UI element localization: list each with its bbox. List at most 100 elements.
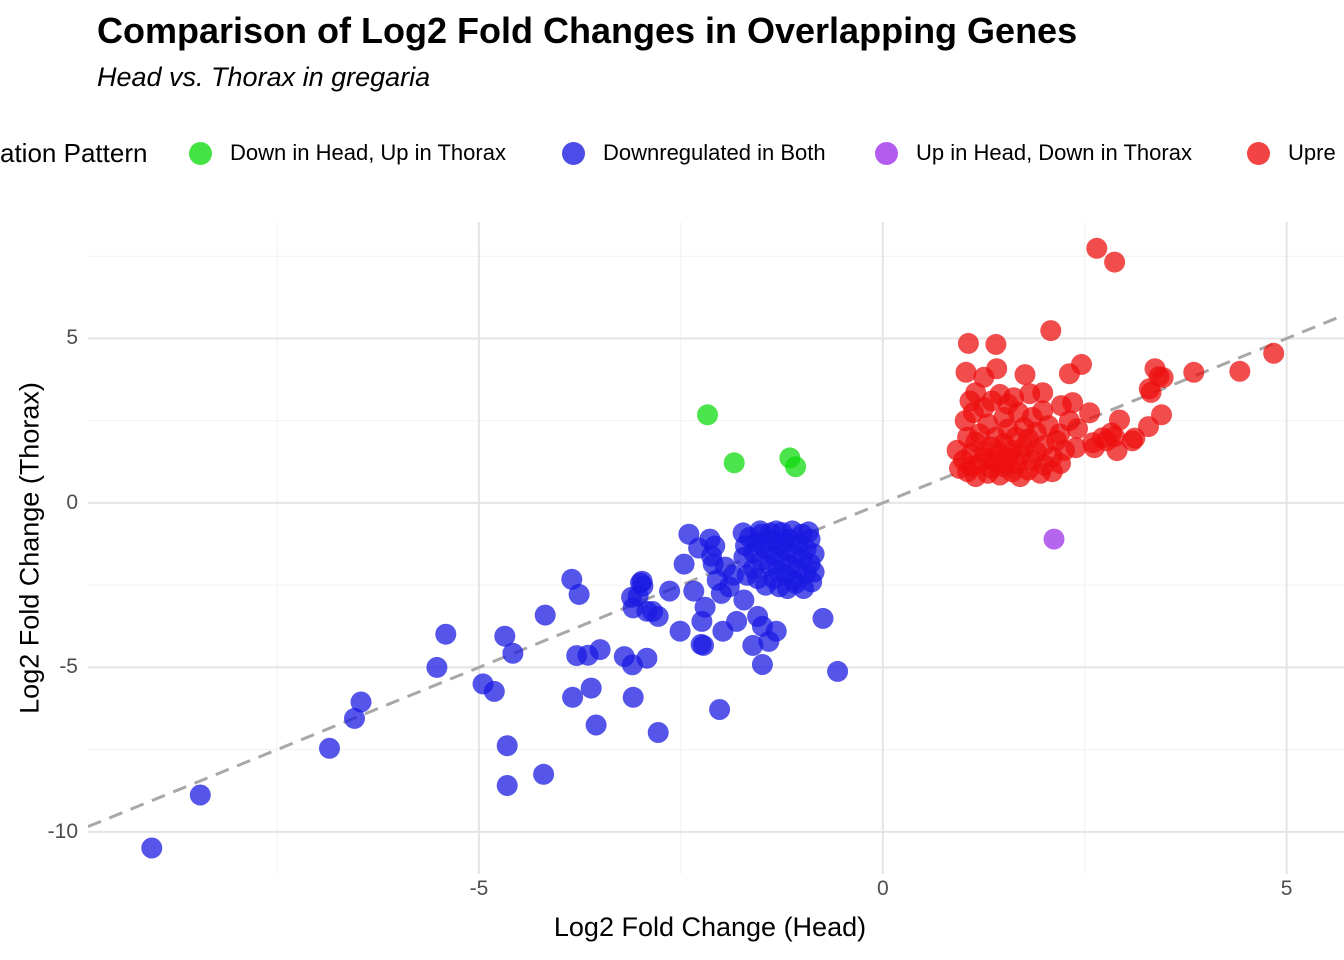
data-point xyxy=(793,578,815,599)
data-point xyxy=(483,680,505,702)
legend-item: Downregulated in Both xyxy=(562,132,826,174)
legend-dot-icon xyxy=(875,141,898,165)
data-point xyxy=(1104,251,1126,273)
data-point xyxy=(1058,363,1080,385)
data-point xyxy=(1263,342,1285,364)
data-point xyxy=(733,589,755,611)
data-point xyxy=(1014,364,1036,386)
data-point xyxy=(622,686,644,708)
data-point xyxy=(733,546,755,568)
data-point xyxy=(496,775,518,796)
data-point xyxy=(585,714,607,736)
x-axis-title: Log2 Fold Change (Head) xyxy=(553,912,867,942)
y-axis-tick-label: 5 xyxy=(66,326,78,350)
data-point xyxy=(985,333,1007,355)
data-point xyxy=(1040,320,1062,342)
data-point xyxy=(1152,367,1174,389)
data-point xyxy=(350,691,372,713)
data-point xyxy=(189,784,211,806)
data-point xyxy=(749,520,771,542)
data-point xyxy=(496,735,518,757)
data-point xyxy=(803,561,825,583)
data-point xyxy=(1106,440,1128,462)
data-point xyxy=(726,610,748,632)
data-point xyxy=(785,456,807,478)
data-point xyxy=(621,586,643,608)
y-axis-tick-label: -10 xyxy=(47,819,78,843)
data-point xyxy=(736,564,758,586)
data-point xyxy=(636,647,658,669)
data-point xyxy=(827,660,849,682)
data-point xyxy=(710,582,732,604)
data-point xyxy=(435,623,457,645)
data-point xyxy=(1003,387,1025,409)
legend-dot-icon xyxy=(1247,141,1270,165)
data-point xyxy=(141,837,163,859)
legend-item-label: Up in Head, Down in Thorax xyxy=(916,140,1192,165)
data-point xyxy=(973,366,995,388)
data-point xyxy=(426,656,448,678)
data-point xyxy=(647,722,669,743)
data-point xyxy=(659,580,681,602)
data-point xyxy=(965,382,987,404)
data-point xyxy=(697,404,718,426)
data-point xyxy=(798,521,819,543)
data-point xyxy=(1032,382,1054,404)
data-point xyxy=(319,737,340,759)
data-point xyxy=(683,580,705,602)
data-point xyxy=(709,699,731,720)
data-point xyxy=(502,642,524,664)
data-point xyxy=(1121,430,1143,452)
data-point xyxy=(955,361,977,383)
data-point xyxy=(765,620,787,642)
x-axis-tick-label: 5 xyxy=(1280,877,1293,900)
data-point xyxy=(344,707,365,729)
data-point xyxy=(693,634,714,656)
data-point xyxy=(533,763,555,785)
y-axis-tick-label: 0 xyxy=(66,490,78,514)
legend: ation Pattern Down in Head, Up in Thorax… xyxy=(0,132,1344,174)
legend-dot-icon xyxy=(189,141,212,165)
data-point xyxy=(751,654,773,675)
data-point xyxy=(1183,361,1205,383)
data-point xyxy=(773,531,795,553)
data-point xyxy=(957,332,979,354)
data-point xyxy=(946,439,968,461)
page-title: Comparison of Log2 Fold Changes in Overl… xyxy=(97,10,1078,51)
data-point xyxy=(1229,360,1251,382)
y-axis-tick-label: -5 xyxy=(59,655,78,679)
data-point xyxy=(691,610,713,632)
data-point xyxy=(673,553,695,575)
data-point xyxy=(1138,416,1159,438)
data-point xyxy=(1067,418,1088,440)
legend-item: Upre xyxy=(1247,132,1336,174)
data-point xyxy=(494,625,516,647)
page-subtitle: Head vs. Thorax in gregaria xyxy=(97,62,431,92)
data-point xyxy=(589,639,611,661)
data-point xyxy=(669,620,691,642)
legend-item-label: Down in Head, Up in Thorax xyxy=(230,140,506,165)
x-axis-tick-label: -5 xyxy=(469,877,489,900)
data-point xyxy=(534,604,556,626)
y-axis-title: Log2 Fold Change (Thorax) xyxy=(14,382,45,714)
data-point xyxy=(562,686,584,708)
data-point xyxy=(647,605,669,627)
data-point xyxy=(1032,400,1054,422)
data-point xyxy=(812,607,834,629)
data-point xyxy=(1079,402,1101,424)
x-axis-tick-label: 0 xyxy=(876,877,889,900)
data-point xyxy=(803,543,825,565)
data-point xyxy=(1054,439,1075,461)
data-point xyxy=(723,452,745,474)
data-point xyxy=(742,634,764,656)
data-point xyxy=(1043,528,1065,550)
legend-title: ation Pattern xyxy=(0,138,148,168)
legend-item-label: Downregulated in Both xyxy=(603,140,826,165)
legend-item: Up in Head, Down in Thorax xyxy=(875,132,1192,174)
data-point xyxy=(1100,422,1122,444)
legend-item-label: Upre xyxy=(1288,140,1336,165)
legend-dot-icon xyxy=(562,141,585,165)
legend-item: Down in Head, Up in Thorax xyxy=(189,132,506,174)
data-point xyxy=(1086,237,1108,259)
data-point xyxy=(580,677,602,699)
